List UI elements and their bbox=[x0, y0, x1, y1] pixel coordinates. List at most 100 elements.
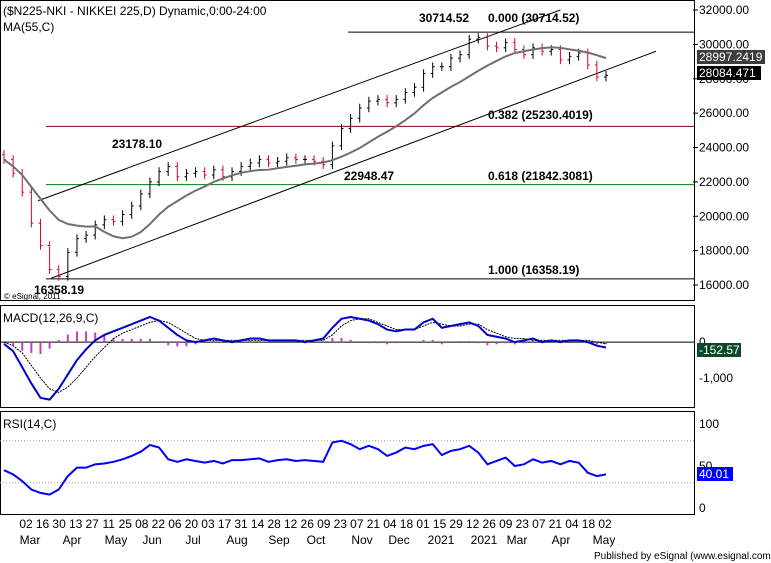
price-tick-label: 18000.00 bbox=[699, 244, 749, 258]
price-annotation: 0.618 (21842.3081) bbox=[488, 169, 593, 183]
x-day-label: 12 bbox=[466, 517, 480, 531]
x-day-label: 06 bbox=[168, 517, 182, 531]
x-day-label: 17 bbox=[218, 517, 232, 531]
chart-title: ($N225-NKI - NIKKEI 225,D) Dynamic,0:00-… bbox=[3, 4, 267, 18]
rsi-label: RSI(14,C) bbox=[3, 417, 56, 431]
x-day-label: 23 bbox=[516, 517, 530, 531]
x-day-label: 23 bbox=[334, 517, 348, 531]
price-annotation: 30714.52 bbox=[419, 11, 469, 25]
price-annotation: 0.382 (25230.4019) bbox=[488, 108, 593, 122]
x-month-label: Nov bbox=[351, 533, 372, 547]
panel-frames bbox=[0, 0, 695, 515]
x-month-label: Sep bbox=[268, 533, 290, 547]
macd-tick-label: 0 bbox=[699, 335, 706, 349]
price-tick-label: 30000.00 bbox=[699, 37, 749, 51]
macd-value-tag bbox=[697, 343, 741, 357]
x-day-label: 26 bbox=[301, 517, 315, 531]
price-annotation: 23178.10 bbox=[112, 137, 162, 151]
x-month-label: Apr bbox=[552, 533, 571, 547]
last-price-text: 28084.471 bbox=[699, 66, 756, 80]
x-day-label: 15 bbox=[433, 517, 447, 531]
x-month-label: Jun bbox=[142, 533, 161, 547]
x-month-label: 2021 bbox=[428, 533, 455, 547]
last-price-tag bbox=[697, 66, 761, 80]
price-tick-label: 20000.00 bbox=[699, 209, 749, 223]
ma-value-tag bbox=[697, 50, 765, 64]
macd-panel: 0 -1,000 -152.57 bbox=[0, 315, 741, 401]
x-day-label: 21 bbox=[549, 517, 563, 531]
x-day-label: 18 bbox=[400, 517, 414, 531]
x-month-label: Mar bbox=[20, 533, 41, 547]
x-month-label: May bbox=[105, 533, 128, 547]
copyright: © eSignal, 2011 bbox=[4, 292, 61, 301]
price-annotation: 1.000 (16358.19) bbox=[488, 263, 579, 277]
x-month-label: 2021 bbox=[471, 533, 498, 547]
macd-tick-label: -1,000 bbox=[699, 371, 733, 385]
macd-signal-line bbox=[3, 318, 607, 393]
x-day-label: 30 bbox=[52, 517, 66, 531]
x-day-label: 04 bbox=[383, 517, 397, 531]
x-day-label: 22 bbox=[152, 517, 166, 531]
x-month-label: May bbox=[593, 533, 616, 547]
x-day-label: 20 bbox=[185, 517, 199, 531]
x-month-label: Jul bbox=[185, 533, 200, 547]
x-day-label: 21 bbox=[367, 517, 381, 531]
ma-label: MA(55,C) bbox=[3, 20, 54, 34]
price-annotation: 16358.19 bbox=[34, 283, 84, 297]
footer-publisher: Published by eSignal (www.esignal.com) bbox=[594, 551, 771, 562]
price-panel-frame bbox=[0, 0, 695, 301]
price-tick-label: 24000.00 bbox=[699, 141, 749, 155]
x-day-label: 02 bbox=[19, 517, 33, 531]
x-day-label: 07 bbox=[532, 517, 546, 531]
x-day-label: 28 bbox=[267, 517, 281, 531]
axes: 02 16 30 13 27 11 25 08 22 06 20 03 17 31 14 28 12 26 09 23… bbox=[19, 517, 615, 547]
price-annotation: 22948.47 bbox=[344, 169, 394, 183]
x-day-label: 08 bbox=[135, 517, 149, 531]
rsi-tick-label: 100 bbox=[699, 417, 719, 431]
x-month-label: Mar bbox=[507, 533, 528, 547]
ma-line bbox=[3, 46, 607, 240]
x-day-label: 09 bbox=[499, 517, 513, 531]
x-day-label: 07 bbox=[350, 517, 364, 531]
x-day-label: 18 bbox=[582, 517, 596, 531]
price-tick-label: 22000.00 bbox=[699, 175, 749, 189]
price-panel: 32000.0030000.0028000.0026000.0024000.00… bbox=[2, 3, 765, 297]
price-annotation: 0.000 (30714.52) bbox=[488, 11, 579, 25]
rsi-panel-frame bbox=[0, 411, 695, 515]
x-month-label: Dec bbox=[388, 533, 409, 547]
x-day-label: 25 bbox=[119, 517, 133, 531]
x-month-label: Aug bbox=[226, 533, 247, 547]
macd-label: MACD(12,26,9,C) bbox=[3, 311, 98, 325]
x-day-label: 27 bbox=[85, 517, 99, 531]
x-day-label: 16 bbox=[36, 517, 50, 531]
rsi-tick-label: 0 bbox=[699, 501, 706, 515]
x-day-label: 09 bbox=[317, 517, 331, 531]
x-day-label: 29 bbox=[449, 517, 463, 531]
macd-panel-frame bbox=[0, 305, 695, 408]
x-day-label: 14 bbox=[251, 517, 265, 531]
macd-line bbox=[3, 315, 607, 401]
x-day-label: 11 bbox=[102, 517, 115, 531]
x-month-label: Apr bbox=[63, 533, 82, 547]
channel-lower-line bbox=[51, 50, 657, 279]
channel-upper-line bbox=[37, 9, 561, 202]
price-tick-label: 32000.00 bbox=[699, 3, 749, 17]
x-day-label: 12 bbox=[284, 517, 298, 531]
rsi-value-tag bbox=[697, 467, 733, 481]
price-tick-label: 16000.00 bbox=[699, 278, 749, 292]
ma-value-text: 28997.2419 bbox=[699, 50, 763, 64]
x-day-label: 03 bbox=[201, 517, 215, 531]
x-day-label: 13 bbox=[69, 517, 83, 531]
x-day-label: 31 bbox=[234, 517, 248, 531]
x-day-label: 01 bbox=[416, 517, 430, 531]
x-day-label: 02 bbox=[598, 517, 612, 531]
x-month-label: Oct bbox=[307, 533, 326, 547]
rsi-value-text: 40.01 bbox=[699, 467, 729, 481]
macd-value-text: -152.57 bbox=[699, 343, 740, 357]
rsi-line bbox=[3, 439, 607, 496]
x-day-label: 04 bbox=[565, 517, 579, 531]
price-tick-label: 26000.00 bbox=[699, 106, 749, 120]
